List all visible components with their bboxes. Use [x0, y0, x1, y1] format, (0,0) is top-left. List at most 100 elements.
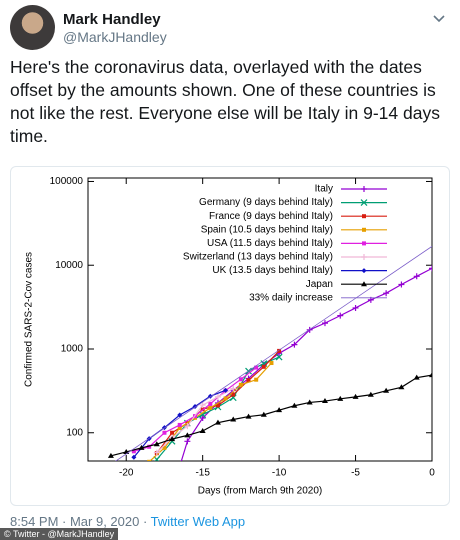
marker: [230, 385, 237, 392]
marker: [238, 382, 243, 387]
marker: [429, 265, 432, 272]
tweet-line: time.: [10, 126, 48, 146]
marker: [352, 304, 359, 311]
marker: [131, 449, 136, 454]
x-tick-label: -10: [272, 468, 287, 479]
marker: [269, 361, 274, 366]
marker: [199, 427, 206, 433]
marker: [362, 241, 366, 246]
marker: [254, 365, 259, 370]
source-app[interactable]: Twitter Web App: [150, 514, 246, 529]
plot-frame: [87, 177, 433, 462]
marker: [352, 393, 359, 399]
marker: [199, 415, 206, 422]
marker: [398, 384, 405, 390]
marker: [361, 186, 367, 192]
legend-label: Japan: [306, 279, 333, 290]
marker: [208, 405, 213, 410]
marker: [223, 396, 228, 401]
marker: [162, 445, 167, 450]
marker: [261, 364, 266, 369]
marker: [147, 459, 152, 461]
marker: [153, 441, 160, 447]
x-tick-label: 0: [429, 468, 435, 479]
marker: [230, 416, 237, 422]
series-line: [110, 374, 432, 457]
marker: [398, 281, 405, 288]
marker: [177, 412, 183, 418]
marker: [367, 391, 374, 397]
marker: [277, 348, 282, 353]
y-tick-label: 100: [66, 427, 83, 438]
x-axis-label: Days (from March 9th 2020): [198, 486, 323, 497]
marker: [200, 407, 205, 412]
marker: [337, 395, 344, 401]
marker: [383, 290, 390, 297]
x-tick-label: -5: [351, 468, 360, 479]
plot-area: [107, 246, 432, 494]
marker: [429, 372, 432, 378]
marker: [153, 449, 160, 456]
y-tick-label: 10000: [55, 260, 83, 271]
legend-label: Germany (9 days behind Italy): [199, 197, 333, 208]
chart: 100 1000 10000 100000 -20 -15 -10 -5 0 Days (from…: [24, 176, 436, 497]
x-tick-label: -15: [195, 468, 210, 479]
marker: [362, 227, 366, 232]
marker: [184, 438, 191, 445]
marker: [215, 403, 220, 408]
x-tick-label: -20: [119, 468, 134, 479]
marker: [177, 425, 182, 430]
avatar[interactable]: [10, 5, 55, 50]
legend-label: UK (13.5 days behind Italy): [212, 265, 333, 276]
series-line: [133, 367, 257, 452]
marker: [291, 402, 298, 408]
marker: [306, 399, 313, 405]
footer: 8:54 PM · Mar 9, 2020 · Twitter Web App: [10, 514, 245, 529]
marker: [223, 387, 229, 393]
marker: [169, 488, 175, 494]
timestamp[interactable]: 8:54 PM · Mar 9, 2020 ·: [10, 514, 148, 529]
legend-label: Spain (10.5 days behind Italy): [201, 224, 333, 235]
author-name[interactable]: Mark Handley: [63, 11, 161, 28]
tweet-text: Here's the coronavirus data, overlayed w…: [10, 56, 440, 148]
marker: [275, 353, 283, 361]
marker: [360, 199, 368, 207]
marker: [254, 377, 259, 382]
marker: [337, 312, 344, 319]
marker: [199, 402, 206, 409]
marker: [245, 413, 252, 419]
marker: [238, 377, 243, 382]
marker: [246, 378, 251, 383]
tweet-line: Here's the coronavirus data, overlayed w…: [10, 57, 422, 77]
marker: [321, 320, 328, 327]
legend-label: Switzerland (13 days behind Italy): [183, 252, 333, 263]
marker: [362, 214, 366, 219]
marker: [214, 393, 221, 400]
marker: [321, 398, 328, 404]
y-tick-label: 1000: [61, 344, 84, 355]
marker: [138, 444, 145, 450]
marker: [199, 411, 207, 418]
marker: [413, 374, 420, 380]
marker: [184, 423, 191, 430]
watermark: © Twitter - @MarkJHandley: [0, 528, 119, 540]
y-tick-label: 100000: [50, 176, 84, 187]
tweet-line: not like the rest. Everyone else will be…: [10, 103, 440, 123]
marker: [361, 268, 367, 274]
marker: [291, 341, 298, 348]
marker: [177, 422, 182, 427]
legend-label: France (9 days behind Italy): [209, 211, 333, 222]
legend-label: Italy: [315, 184, 333, 195]
legend-label: 33% daily increase: [249, 292, 333, 303]
marker: [214, 419, 221, 425]
marker: [361, 281, 367, 287]
marker: [147, 444, 152, 449]
marker: [169, 436, 176, 442]
author-handle[interactable]: @MarkJHandley: [63, 29, 167, 45]
marker: [170, 430, 175, 435]
marker: [131, 454, 137, 460]
menu-caret[interactable]: [432, 14, 446, 24]
marker: [413, 273, 420, 280]
chart-card: 100 1000 10000 100000 -20 -15 -10 -5 0 Days (from…: [10, 166, 450, 506]
